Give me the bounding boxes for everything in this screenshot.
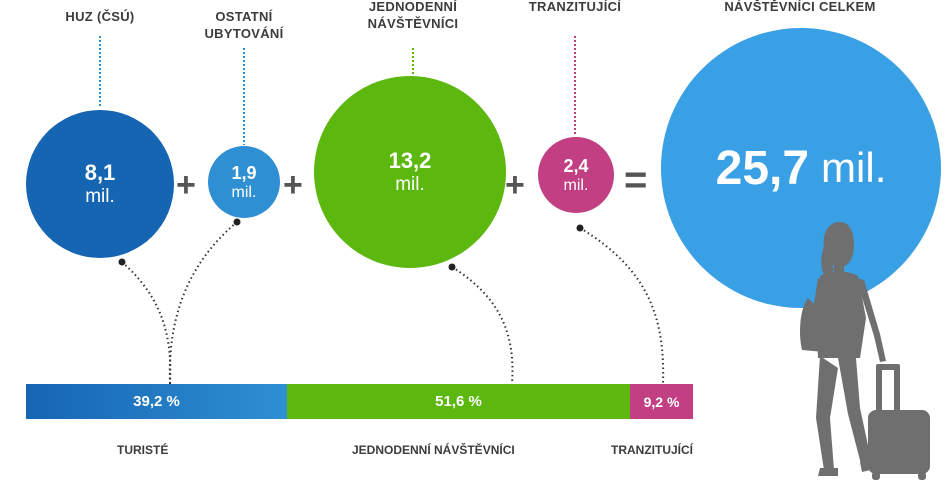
huz-to-bar-curve: [121, 261, 172, 385]
circle-huz-value: 8,1: [84, 160, 116, 185]
bar-segment-turiste: 39,2 %: [26, 384, 287, 419]
bar-segment-jednodenni: 51,6 %: [287, 384, 630, 419]
footer-label-jednodenni: JEDNODENNÍ NÁVŠTĚVNÍCI: [352, 443, 515, 457]
traveler-silhouette-icon: [800, 222, 930, 480]
circle-jednodenni-value: 13,2: [388, 148, 432, 173]
label-ostatni-line1: OSTATNÍ: [215, 9, 273, 24]
circle-celkem-unit: mil.: [821, 144, 887, 191]
circle-tranzitujici: 2,4 mil.: [538, 137, 614, 213]
plus-sign-2: +: [283, 166, 303, 204]
circle-tranzitujici-value: 2,4: [563, 155, 589, 176]
jednodenni-to-bar-curve: [451, 266, 514, 385]
label-navstevnici-celkem: NÁVŠTĚVNÍCI CELKEM: [724, 0, 876, 14]
plus-sign-3: +: [505, 166, 525, 204]
label-jednodenni: JEDNODENNÍ NÁVŠTĚVNÍCI: [348, 0, 478, 32]
jednodenni-anchor-dot: [448, 263, 456, 271]
label-jednodenni-line2: NÁVŠTĚVNÍCI: [367, 16, 459, 31]
circle-celkem: 25,7 mil.: [661, 28, 941, 308]
label-tranzitujici: TRANZITUJÍCÍ: [528, 0, 622, 14]
circle-huz-unit: mil.: [85, 186, 115, 207]
bar-segment-tranzitujici: 9,2 %: [630, 384, 693, 419]
tranzitujici-anchor-dot: [576, 224, 584, 232]
tranzitujici-to-bar-curve: [579, 227, 665, 385]
huz-anchor-dot: [118, 258, 126, 266]
circle-huz: 8,1 mil.: [26, 110, 174, 258]
ostatni-to-bar-curve: [168, 221, 238, 385]
circle-jednodenni: 13,2 mil.: [314, 76, 506, 268]
equals-sign: =: [624, 158, 648, 202]
footer-label-tranzitujici: TRANZITUJÍCÍ: [611, 443, 693, 457]
circle-ostatni: 1,9 mil.: [208, 146, 280, 218]
circle-ostatni-value: 1,9: [231, 162, 257, 183]
ostatni-anchor-dot: [233, 218, 241, 226]
label-ostatni-line2: UBYTOVÁNÍ: [204, 26, 284, 41]
circle-jednodenni-unit: mil.: [395, 174, 425, 195]
footer-label-turiste: TURISTÉ: [117, 443, 169, 457]
plus-sign-1: +: [176, 166, 196, 204]
circle-tranzitujici-unit: mil.: [563, 176, 589, 194]
label-ostatni-ubytovani: OSTATNÍ UBYTOVÁNÍ: [194, 8, 294, 42]
label-jednodenni-line1: JEDNODENNÍ: [368, 0, 458, 14]
circle-ostatni-unit: mil.: [231, 183, 257, 201]
circle-celkem-value: 25,7: [715, 141, 810, 195]
label-huz: HUZ (ČSÚ): [65, 9, 135, 24]
